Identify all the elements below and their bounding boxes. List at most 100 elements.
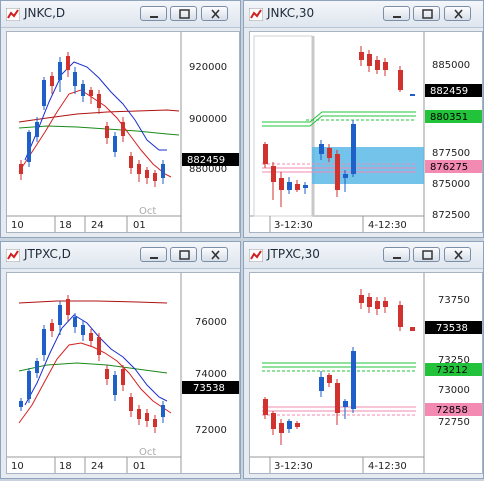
last-price-label: 73538: [193, 383, 225, 394]
chart-window-jtpxc-daily[interactable]: JTPXC,D: [0, 241, 241, 479]
x-tick-label: 3-12:30: [274, 461, 313, 472]
moving-average-blue: [24, 314, 168, 406]
y-tick-label: 73250: [438, 355, 470, 366]
pink-level-label: 876275: [430, 162, 468, 173]
y-tick-label: 73000: [438, 385, 470, 396]
minimize-button[interactable]: [140, 247, 167, 262]
pink-level-badge: [425, 403, 482, 416]
x-tick-label: 18: [59, 220, 72, 231]
y-tick-label: 880000: [189, 164, 227, 175]
window-title: JTPXC,30: [267, 247, 320, 261]
candles: [263, 289, 415, 445]
close-button[interactable]: [201, 6, 228, 21]
window-title: JNKC,30: [267, 6, 315, 20]
x-tick-label: 10: [11, 220, 24, 231]
candles: [19, 295, 165, 433]
last-price-badge: [425, 321, 482, 334]
minimize-icon: [150, 257, 158, 259]
close-icon: [211, 9, 220, 19]
moving-average-red: [18, 89, 172, 178]
x-tick-label: 01: [133, 220, 146, 231]
window-title: JTPXC,D: [24, 247, 71, 261]
month-label: Oct: [139, 206, 156, 217]
price-chart[interactable]: 73750 73250 73000 72750 73538 73212 7285…: [249, 272, 483, 474]
pink-level-badge: [425, 160, 482, 173]
restore-icon: [179, 9, 190, 19]
chart-window-jnkc-30min[interactable]: JNKC,30: [243, 0, 484, 238]
y-tick-label: 885000: [432, 60, 470, 71]
green-level-lines: [262, 362, 416, 372]
chart-window-icon: [249, 249, 263, 262]
last-price-label: 882459: [187, 155, 225, 166]
minimize-icon: [393, 16, 401, 18]
restore-button[interactable]: [170, 247, 197, 262]
moving-average-red: [18, 342, 172, 424]
moving-average-blue: [24, 61, 167, 161]
chart-window-icon: [6, 8, 20, 21]
moving-average-green: [18, 362, 168, 374]
last-price-badge: [182, 381, 239, 394]
y-tick-label: 76000: [195, 317, 227, 328]
window-title: JNKC,D: [24, 6, 66, 20]
restore-button[interactable]: [413, 6, 440, 21]
y-tick-label: 72000: [195, 425, 227, 436]
chart-window-icon: [249, 8, 263, 21]
restore-icon: [422, 250, 433, 260]
candles: [263, 46, 415, 207]
last-price-label: 882459: [430, 86, 468, 97]
green-level-label: 73212: [436, 365, 468, 376]
y-tick-label: 900000: [189, 114, 227, 125]
x-tick-label: 4-12:30: [368, 461, 407, 472]
last-price-badge: [425, 84, 482, 97]
restore-button[interactable]: [413, 247, 440, 262]
minimize-button[interactable]: [140, 6, 167, 21]
price-chart[interactable]: 885000 877500 875000 872500 882459 88035…: [249, 31, 483, 233]
close-button[interactable]: [444, 6, 471, 21]
x-tick-label: 18: [59, 461, 72, 472]
x-tick-label: 3-12:30: [274, 220, 313, 231]
chart-window-icon: [6, 249, 20, 262]
chart-window-jtpxc-30min[interactable]: JTPXC,30: [243, 241, 484, 479]
y-tick-label: 74000: [195, 369, 227, 380]
y-tick-label: 72750: [438, 417, 470, 428]
title-bar[interactable]: JNKC,D: [1, 1, 240, 28]
price-chart[interactable]: 76000 74000 72000 73538 Oct 10 18 24 01: [6, 272, 240, 474]
moving-average-green: [18, 125, 180, 136]
moving-average-darkred: [18, 109, 180, 123]
restore-button[interactable]: [170, 6, 197, 21]
green-level-label: 880351: [430, 112, 468, 123]
title-bar[interactable]: JTPXC,D: [1, 242, 240, 269]
close-button[interactable]: [201, 247, 228, 262]
candles: [19, 52, 165, 187]
close-button[interactable]: [444, 247, 471, 262]
title-bar[interactable]: JNKC,30: [244, 1, 483, 28]
x-tick-label: 4-12:30: [368, 220, 407, 231]
x-tick-label: 24: [91, 461, 104, 472]
close-icon: [211, 250, 220, 260]
moving-average-darkred: [18, 300, 168, 304]
close-icon: [454, 250, 463, 260]
x-tick-label: 10: [11, 461, 24, 472]
price-chart[interactable]: 920000 900000 880000 882459 Oct 10 18 24…: [6, 31, 240, 233]
minimize-icon: [150, 16, 158, 18]
restore-icon: [179, 250, 190, 260]
green-level-badge: [425, 110, 482, 123]
green-level-badge: [425, 363, 482, 376]
y-tick-label: 875000: [432, 179, 470, 190]
green-level-lines: [262, 111, 416, 127]
minimize-icon: [393, 257, 401, 259]
pink-level-label: 72858: [436, 405, 468, 416]
minimize-button[interactable]: [383, 6, 410, 21]
x-tick-label: 24: [91, 220, 104, 231]
restore-icon: [422, 9, 433, 19]
title-bar[interactable]: JTPXC,30: [244, 242, 483, 269]
y-tick-label: 872500: [432, 210, 470, 221]
y-tick-label: 73750: [438, 295, 470, 306]
y-tick-label: 920000: [189, 62, 227, 73]
last-price-label: 73538: [436, 323, 468, 334]
chart-window-jnkc-daily[interactable]: JNKC,D: [0, 0, 241, 238]
x-tick-label: 01: [133, 461, 146, 472]
y-tick-label: 877500: [432, 148, 470, 159]
close-icon: [454, 9, 463, 19]
minimize-button[interactable]: [383, 247, 410, 262]
